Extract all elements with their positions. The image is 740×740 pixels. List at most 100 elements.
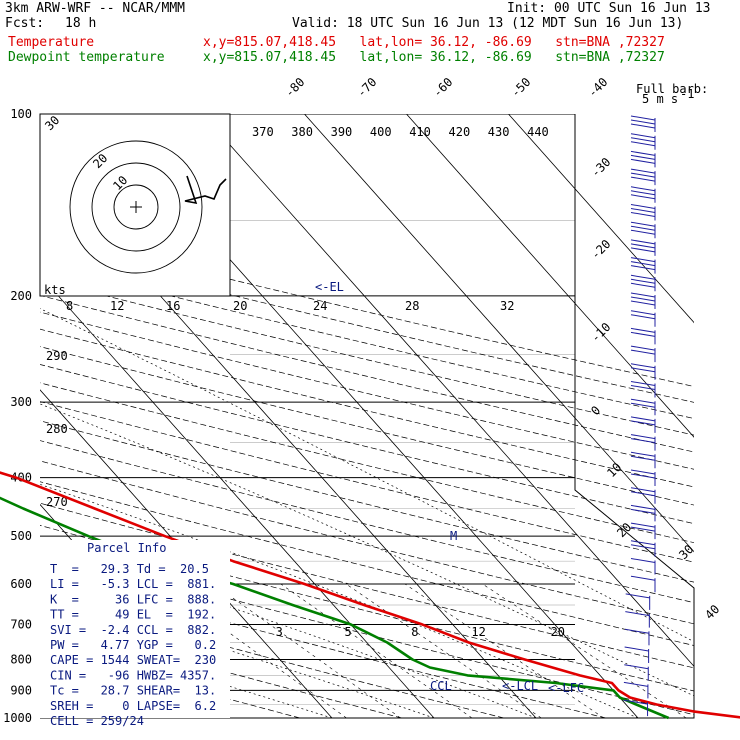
m-annotation: M: [450, 529, 457, 543]
moist-adiabat-line: [40, 545, 537, 718]
dry-adiabat-line: [40, 231, 694, 387]
mixing-ratio-line: [404, 583, 604, 718]
hodograph-ring: [113, 184, 159, 230]
parcel-info-row: CELL = 259/24: [50, 714, 144, 728]
plot-frame: [40, 114, 695, 719]
wind-barb-flag: [630, 292, 656, 298]
wind-barb-flag: [630, 420, 656, 426]
dry-adiabat-line: [40, 595, 504, 718]
parcel-info-row: K = 36 LFC = 888.: [50, 592, 216, 606]
wind-barb-flag: [630, 278, 656, 284]
wind-barb-flag: [630, 243, 656, 249]
wind-barb-flag: [630, 487, 656, 493]
wind-barb-flag: [630, 133, 656, 139]
hodograph-frame: [39, 113, 231, 297]
wind-barb-flag: [630, 540, 656, 546]
wind-barb-flag: [630, 141, 656, 147]
wind-barb-flag: [630, 504, 656, 510]
parcel-info-row: TT = 49 EL = 192.: [50, 608, 216, 622]
mixing-ratio-line: [213, 583, 401, 718]
wind-barb-flag: [630, 221, 656, 227]
valid-time: Valid: 18 UTC Sun 16 Jun 13 (12 MDT Sun …: [292, 16, 684, 31]
el-annotation: <-EL: [315, 280, 344, 294]
wind-barb-flag: [630, 367, 656, 373]
wind-barb-flag: [624, 646, 649, 652]
mixing-ratio-label: 20: [551, 625, 565, 639]
model-title: 3km ARW-WRF -- NCAR/MMM: [5, 1, 186, 16]
wind-barb-flag: [630, 300, 656, 306]
wind-barb-flag: [630, 172, 656, 178]
isotherm-tick-label: 0: [588, 403, 603, 418]
theta-side-label: 270: [46, 495, 68, 509]
wind-barb-flag: [630, 363, 656, 369]
ccl-annotation: CCL: [430, 679, 452, 693]
wind-barb-flag: [630, 402, 656, 408]
wind-barb-flag: [630, 310, 656, 316]
dry-adiabat-line: [40, 346, 694, 506]
wind-barb-flag: [630, 208, 656, 213]
theta-side-label: 280: [46, 422, 68, 436]
parcel-info-row: CAPE = 1544 SWEAT= 230: [50, 653, 216, 667]
lcl-annotation: <-LCL: [502, 679, 538, 693]
wind-barb-flag: [630, 212, 656, 217]
theta-label: 440: [527, 125, 549, 139]
wind-barb-flag: [630, 158, 656, 164]
isotherm-tick-label: -60: [430, 75, 455, 100]
parcel-info-row: SREH = 0 LAPSE= 6.2: [50, 699, 216, 713]
isotherm-tick-label: 40: [702, 602, 722, 622]
wind-barb-flag: [630, 119, 656, 125]
hodograph-trace: [184, 175, 227, 205]
mixing-ratio-label: 12: [471, 625, 485, 639]
speed-tick-label: 8: [66, 299, 73, 313]
isotherm-line: [508, 114, 694, 324]
theta-label: 410: [409, 125, 431, 139]
temperature-legend: Temperature: [8, 35, 95, 50]
mixing-ratio-line: [280, 583, 473, 718]
isotherm-tick-label: -10: [588, 320, 613, 345]
wind-barb-flag: [630, 265, 656, 271]
isotherm-tick-label: -70: [354, 75, 379, 100]
mixing-ratio-label: 3: [276, 625, 283, 639]
isotherm-tick-label: -80: [282, 75, 307, 100]
forecast-hours: 18 h: [65, 16, 97, 31]
wind-barb-flag: [630, 416, 656, 422]
dewpoint-location: x,y=815.07,418.45 lat,lon= 36.12, -86.69…: [203, 50, 665, 65]
wind-barb-flag: [630, 296, 656, 302]
wind-barb-flag: [630, 345, 656, 351]
wind-barb-flag: [630, 469, 656, 475]
pressure-tick-label: 300: [10, 395, 32, 409]
wind-barb-flag: [630, 381, 656, 386]
dry-adiabat-line: [40, 247, 694, 403]
wind-barb-flag: [624, 628, 650, 634]
barb-legend-value: 5 m s: [642, 92, 678, 106]
wind-barb-flag: [630, 327, 656, 333]
dry-adiabat-line: [40, 295, 694, 453]
hodograph-ring: [91, 162, 181, 252]
theta-label: 420: [449, 125, 471, 139]
wind-barb-flag: [630, 168, 656, 174]
wind-barb-flag: [630, 274, 656, 280]
mixing-ratio-label: 8: [411, 625, 418, 639]
pressure-tick-label: 800: [10, 652, 32, 666]
theta-side-label: 290: [46, 349, 68, 363]
theta-label: 390: [331, 125, 353, 139]
wind-barb-flag: [630, 154, 656, 160]
parcel-info-row: T = 29.3 Td = 20.5: [50, 562, 209, 576]
wind-barb-flag: [630, 194, 656, 200]
wind-barb-flag: [630, 229, 656, 235]
pressure-tick-label: 700: [10, 617, 32, 631]
theta-label: 370: [252, 125, 274, 139]
isotherm-line: [40, 274, 435, 718]
mixing-ratio-line: [345, 583, 542, 718]
isotherm-tick-label: -50: [508, 75, 533, 100]
dry-adiabat-line: [40, 278, 694, 436]
wind-barb-flag: [630, 186, 656, 192]
wind-barb-flag: [630, 150, 656, 156]
wind-barb-flag: [630, 491, 656, 497]
isotherm-line: [406, 114, 694, 438]
theta-label: 380: [291, 125, 313, 139]
lfc-annotation: <-LFC: [548, 681, 584, 695]
wind-barb-flag: [630, 115, 656, 121]
wind-barb-flag: [630, 558, 656, 563]
wind-barb-flag: [630, 314, 656, 320]
